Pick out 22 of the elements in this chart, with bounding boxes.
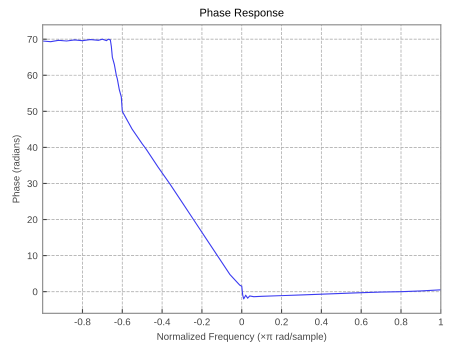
x-tick-label: -0.8	[74, 318, 90, 326]
x-tick-label: 0.6	[354, 318, 368, 326]
y-tick-label: 0	[32, 288, 38, 296]
x-tick-label: 1	[438, 318, 444, 326]
y-tick-label: 10	[28, 252, 38, 260]
y-tick-label: 40	[27, 144, 38, 152]
x-tick-label: -0.6	[114, 318, 130, 326]
x-tick-label: 0.8	[394, 318, 408, 326]
x-tick-label: -0.4	[154, 318, 170, 326]
y-tick-label: 30	[27, 180, 38, 188]
line-series	[42, 38, 441, 300]
y-tick-label: 60	[27, 72, 38, 79]
x-tick-label: -0.2	[194, 318, 210, 326]
chart-title: Phase Response	[200, 8, 284, 19]
y-tick-label: 20	[27, 216, 38, 224]
x-axis-title: Normalized Frequency (×π rad/sample)	[157, 332, 326, 342]
x-tick-label: 0.2	[275, 318, 288, 326]
x-tick-label: 0.4	[314, 318, 328, 326]
y-axis-title: Phase (radians)	[12, 135, 22, 203]
y-tick-label: 50	[27, 108, 38, 115]
x-tick-label: 0	[239, 318, 244, 326]
y-tick-label: 70	[27, 36, 38, 43]
